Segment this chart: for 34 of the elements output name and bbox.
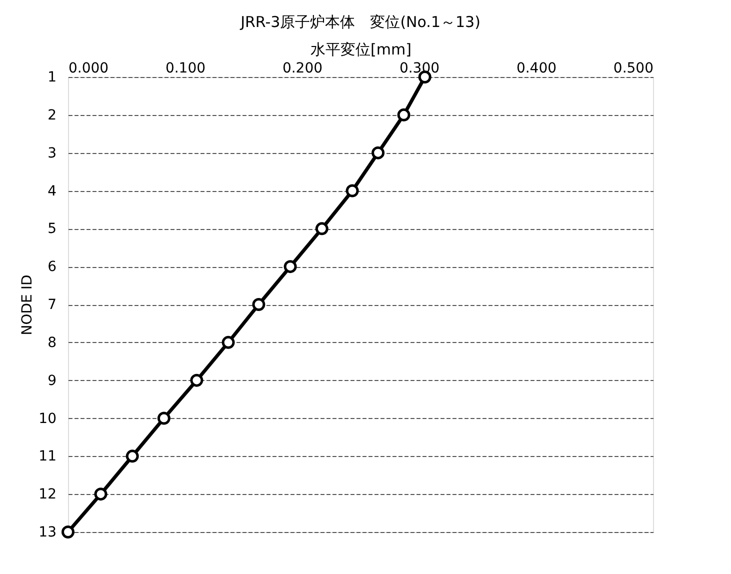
x-tick-label: 0.500 <box>613 60 654 76</box>
y-tick-label: 9 <box>48 372 56 389</box>
y-tick-label: 2 <box>48 107 56 124</box>
point <box>252 298 266 311</box>
point <box>222 336 235 349</box>
point <box>126 450 139 463</box>
x-axis-title: 水平変位[mm] <box>310 40 412 58</box>
point <box>284 260 297 274</box>
y-tick-label: 7 <box>48 297 56 313</box>
y-tick-label: 10 <box>38 410 56 427</box>
point <box>315 222 328 236</box>
point <box>346 184 359 198</box>
y-tick-label: 3 <box>48 145 56 162</box>
x-tick-label: 0.000 <box>68 60 109 76</box>
point <box>397 108 410 122</box>
point <box>190 374 204 387</box>
point <box>157 412 170 425</box>
y-axis-title: NODE ID <box>20 274 36 336</box>
y-tick-label: 6 <box>48 259 57 276</box>
y-tick-label: 12 <box>38 486 56 503</box>
y-tick-label: 13 <box>38 524 56 540</box>
point <box>94 488 108 501</box>
y-tick-label: 4 <box>48 183 57 200</box>
y-tick-label: 1 <box>48 70 56 86</box>
chart-title: JRR-3原子炉本体 変位(No.1～13) <box>240 13 480 31</box>
y-tick-label: 8 <box>48 334 56 351</box>
point <box>62 526 74 538</box>
x-tick-label: 0.100 <box>165 60 206 76</box>
x-tick-label: 0.300 <box>399 60 440 76</box>
y-tick-label: 5 <box>48 221 56 238</box>
x-tick-label: 0.400 <box>516 60 557 76</box>
y-tick-label: 11 <box>38 448 56 465</box>
x-tick-label: 0.200 <box>282 60 323 76</box>
point <box>372 146 385 160</box>
